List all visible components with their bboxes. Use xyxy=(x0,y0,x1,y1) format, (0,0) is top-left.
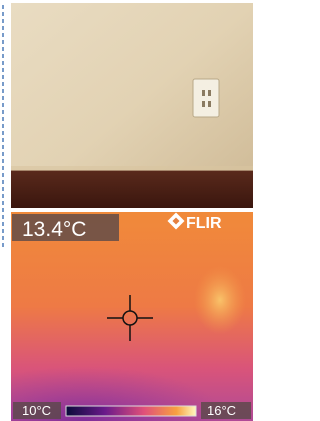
color-scale xyxy=(66,406,196,416)
brand: FLIR xyxy=(186,215,222,232)
screenshot: 13.4°C FLIR 10°C 16°C xyxy=(0,0,260,421)
spot-temperature: 13.4°C xyxy=(22,218,86,241)
scale-min: 10°C xyxy=(22,403,51,418)
thermal-image: 13.4°C FLIR 10°C 16°C xyxy=(11,212,253,421)
scale-max: 16°C xyxy=(207,403,236,418)
visible-photo xyxy=(11,3,253,208)
outlet xyxy=(193,79,219,117)
